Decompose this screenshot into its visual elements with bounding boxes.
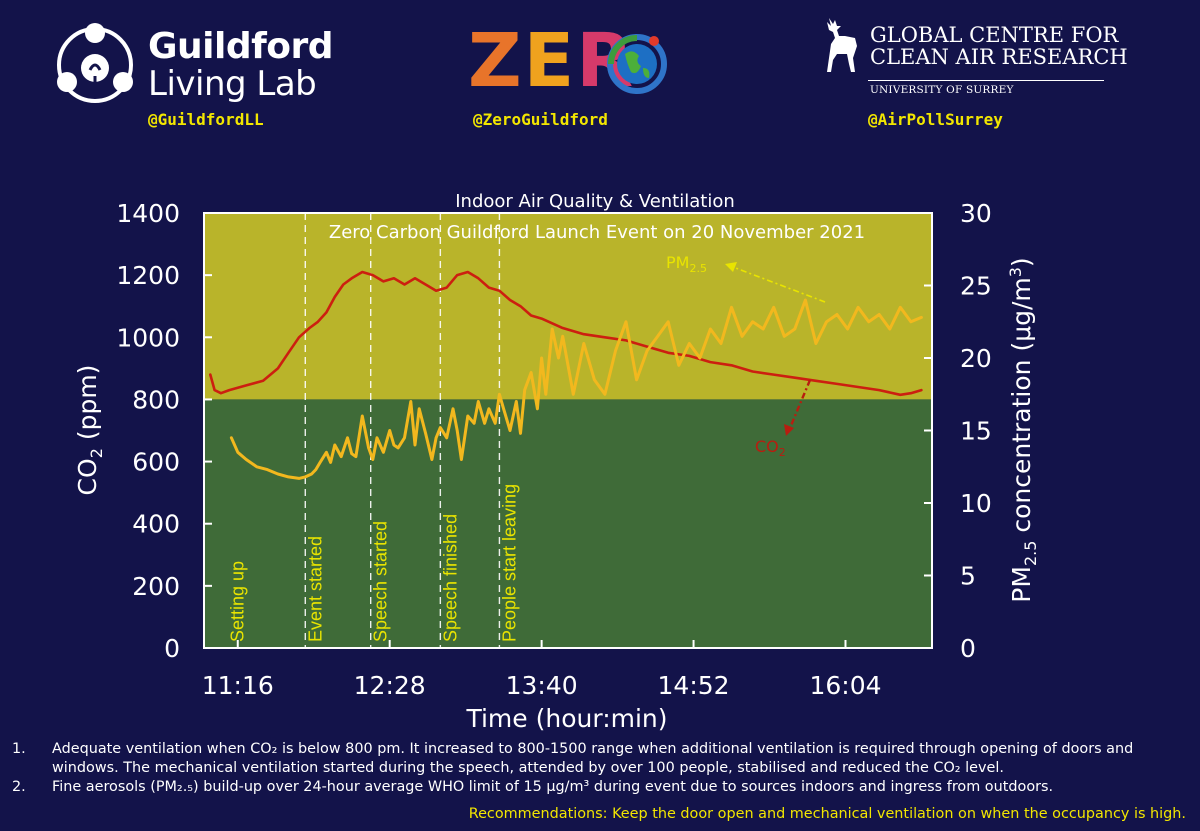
co2-annotation: CO2 xyxy=(755,437,786,459)
footnote-number: 1. xyxy=(12,741,26,757)
guildford-living-lab-logo xyxy=(50,20,140,114)
gccar-title: GLOBAL CENTRE FOR CLEAN AIR RESEARCH xyxy=(870,24,1128,68)
guildford-title: Guildford xyxy=(148,26,334,67)
living-lab-title: Living Lab xyxy=(148,64,317,104)
guildford-handle-link[interactable]: @GuildfordLL xyxy=(148,110,264,129)
globe-icon xyxy=(605,32,669,100)
y2-axis-label: PM2.5 concentration (μg/m3) xyxy=(1006,257,1040,602)
y-tick-label: 600 xyxy=(132,448,180,477)
y-tick-label: 1000 xyxy=(116,323,180,352)
gccar-university: UNIVERSITY OF SURREY xyxy=(870,84,1014,96)
footnotes: 1. Adequate ventilation when CO₂ is belo… xyxy=(12,740,1192,797)
chart-subtitle: Zero Carbon Guildford Launch Event on 20… xyxy=(329,222,865,243)
pm25-annotation-arrow xyxy=(732,266,826,303)
pm25-series-line xyxy=(229,298,923,480)
y-tick-label: 1200 xyxy=(116,261,180,290)
co2-annotation-arrow xyxy=(788,379,812,429)
x-tick-label: 14:52 xyxy=(658,671,730,700)
stag-icon xyxy=(815,14,865,80)
x-tick-label: 11:16 xyxy=(202,671,274,700)
x-tick-label: 13:40 xyxy=(506,671,578,700)
footnote-1: 1. Adequate ventilation when CO₂ is belo… xyxy=(12,740,1192,778)
y-tick-label: 1400 xyxy=(116,199,180,228)
y2-tick-label: 30 xyxy=(960,199,992,228)
x-tick-label: 16:04 xyxy=(809,671,881,700)
chart-title: Indoor Air Quality & Ventilation xyxy=(455,191,735,212)
pm25-arrowhead xyxy=(725,262,737,272)
living-lab-emblem-icon xyxy=(57,23,133,103)
co2-series-line xyxy=(209,270,923,397)
y2-tick-label: 5 xyxy=(960,562,976,591)
y-tick-label: 0 xyxy=(164,634,180,663)
y2-tick-label: 25 xyxy=(960,272,992,301)
event-label: Setting up xyxy=(227,561,247,642)
y-tick-label: 400 xyxy=(132,510,180,539)
event-label: People start leaving xyxy=(499,484,519,642)
gccar-handle-link[interactable]: @AirPollSurrey xyxy=(868,110,1003,129)
y-tick-label: 200 xyxy=(132,572,180,601)
x-tick-label: 12:28 xyxy=(354,671,426,700)
zero-handle-link[interactable]: @ZeroGuildford xyxy=(473,110,608,129)
y2-tick-label: 10 xyxy=(960,489,992,518)
y2-tick-label: 0 xyxy=(960,634,976,663)
gccar-title-line1: GLOBAL CENTRE FOR xyxy=(870,23,1119,47)
footnote-2: 2. Fine aerosols (PM₂.₅) build-up over 2… xyxy=(12,778,1192,797)
event-label: Speech started xyxy=(371,521,391,642)
adequate-ventilation-zone xyxy=(204,399,932,648)
gccar-title-line2: CLEAN AIR RESEARCH xyxy=(870,45,1128,69)
footnote-number: 2. xyxy=(12,779,26,795)
zero-letter-z: Z xyxy=(468,18,524,104)
co2-arrowhead xyxy=(784,424,794,436)
air-quality-chart: Setting up Event started Speech started Spe… xyxy=(73,191,1040,733)
footnote-text: Fine aerosols (PM₂.₅) build-up over 24-h… xyxy=(52,779,1054,795)
event-label: Event started xyxy=(305,536,325,642)
y-axis-label: CO2 (ppm) xyxy=(73,365,106,496)
recommendation-text: Recommendations: Keep the door open and … xyxy=(468,806,1186,822)
y2-tick-label: 15 xyxy=(960,417,992,446)
footnote-text: Adequate ventilation when CO₂ is below 8… xyxy=(52,741,1134,776)
x-axis-label: Time (hour:min) xyxy=(465,704,667,733)
event-label: Speech finished xyxy=(440,514,460,642)
gccar-divider xyxy=(868,80,1104,81)
y2-tick-label: 20 xyxy=(960,344,992,373)
y-tick-label: 800 xyxy=(132,385,180,414)
zero-letter-e: E xyxy=(523,18,577,104)
